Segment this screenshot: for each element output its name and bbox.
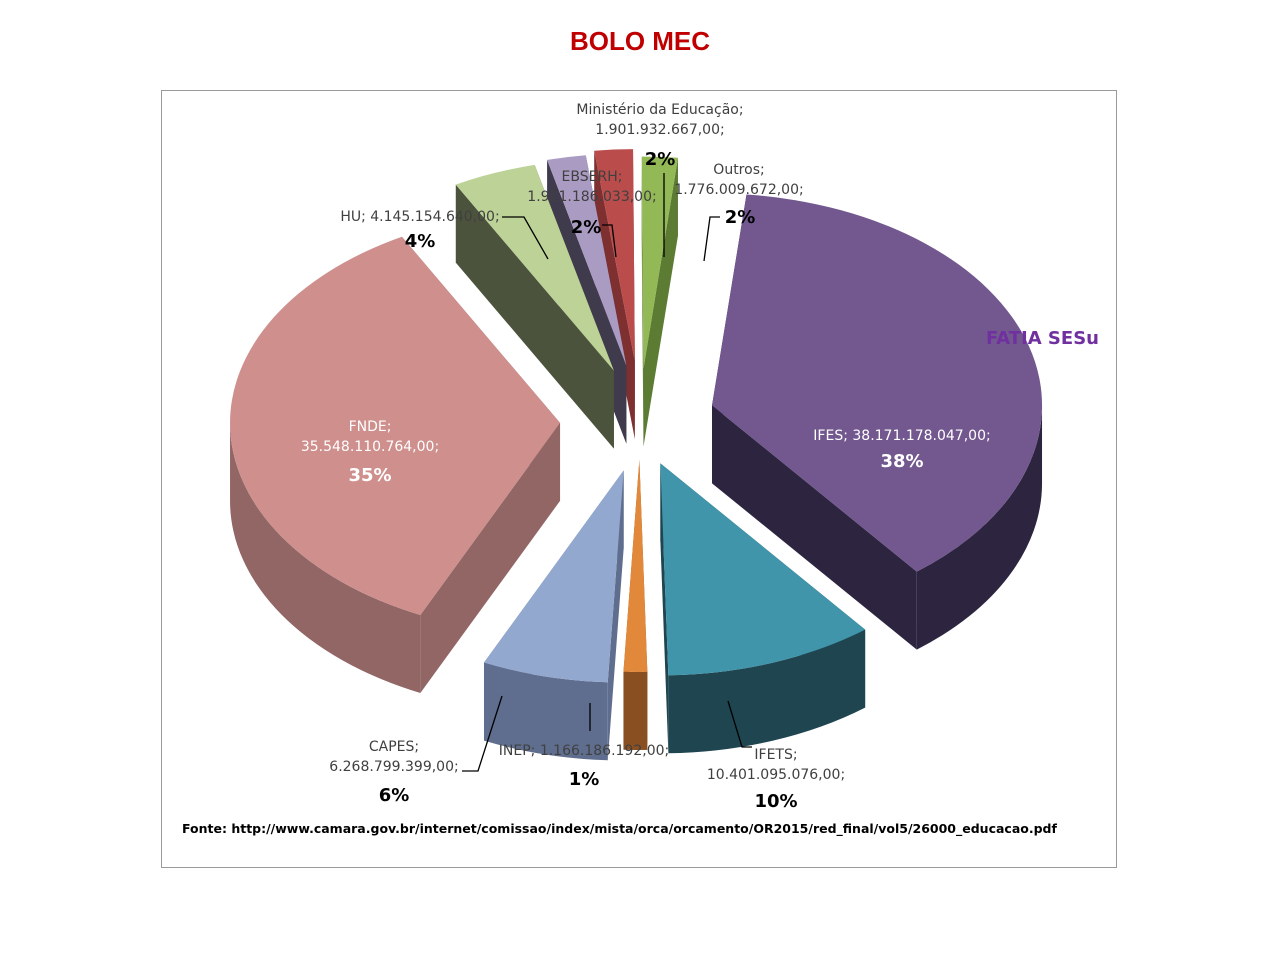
- percent-label-outros: 2%: [725, 207, 756, 228]
- pie-slice-hu: [455, 164, 614, 449]
- leader-line-ebserh: [602, 224, 617, 258]
- percent-label-ifes: 38%: [880, 451, 923, 472]
- data-label-ebserh: 1.921.186.033,00;: [527, 189, 656, 205]
- pie-slice-capes: [483, 470, 624, 761]
- percent-label-fnde: 35%: [348, 465, 391, 486]
- data-label-ministe-rio-da-educac-a-o: Ministério da Educação;: [576, 102, 743, 118]
- data-label-capes: 6.268.799.399,00;: [329, 759, 458, 775]
- fatia-sesu-annotation: FATIA SESu: [986, 328, 1099, 349]
- percent-label-ministe-rio-da-educac-a-o: 2%: [645, 149, 676, 170]
- leader-line-hu: [502, 216, 549, 260]
- data-label-hu: HU; 4.145.154.640,00;: [340, 209, 499, 225]
- pie-slice-fnde: [230, 236, 561, 693]
- percent-label-ebserh: 2%: [571, 217, 602, 238]
- data-label-outros: 1.776.009.672,00;: [674, 182, 803, 198]
- chart-title: BOLO MEC: [569, 26, 711, 56]
- data-label-fnde: 35.548.110.764,00;: [301, 439, 439, 455]
- data-label-ifes: IFES; 38.171.178.047,00;: [813, 428, 990, 444]
- leader-line-ifets: [727, 700, 752, 748]
- data-label-ifets: IFETS;: [754, 747, 797, 763]
- leader-line-outros: [703, 216, 720, 262]
- pie-slice-ifes: [712, 194, 1043, 650]
- source-note: Fonte: http://www.camara.gov.br/internet…: [182, 821, 1057, 837]
- chart-frame: IFES; 38.171.178.047,00; 38% IFETS; 10.401.…: [161, 90, 1117, 868]
- data-label-ifets: 10.401.095.076,00;: [707, 767, 845, 783]
- data-label-fnde: FNDE;: [349, 419, 392, 435]
- percent-label-inep: 1%: [569, 769, 600, 790]
- pie-slice-ifets: [660, 463, 866, 754]
- percent-label-ifets: 10%: [754, 791, 797, 812]
- data-label-capes: CAPES;: [369, 739, 419, 755]
- data-label-ministe-rio-da-educac-a-o: 1.901.932.667,00;: [595, 122, 724, 138]
- leader-line-capes: [462, 695, 503, 772]
- data-label-inep: INEP; 1.166.186.192,00;: [499, 743, 669, 759]
- pie-slice-inep: [623, 459, 648, 750]
- percent-label-hu: 4%: [405, 231, 436, 252]
- pie-chart: IFES; 38.171.178.047,00; 38% IFETS; 10.401.…: [182, 102, 1099, 837]
- data-label-ebserh: EBSERH;: [562, 169, 623, 185]
- data-label-outros: Outros;: [713, 162, 764, 178]
- pie-slice-outros: [641, 156, 678, 447]
- percent-label-capes: 6%: [379, 785, 410, 806]
